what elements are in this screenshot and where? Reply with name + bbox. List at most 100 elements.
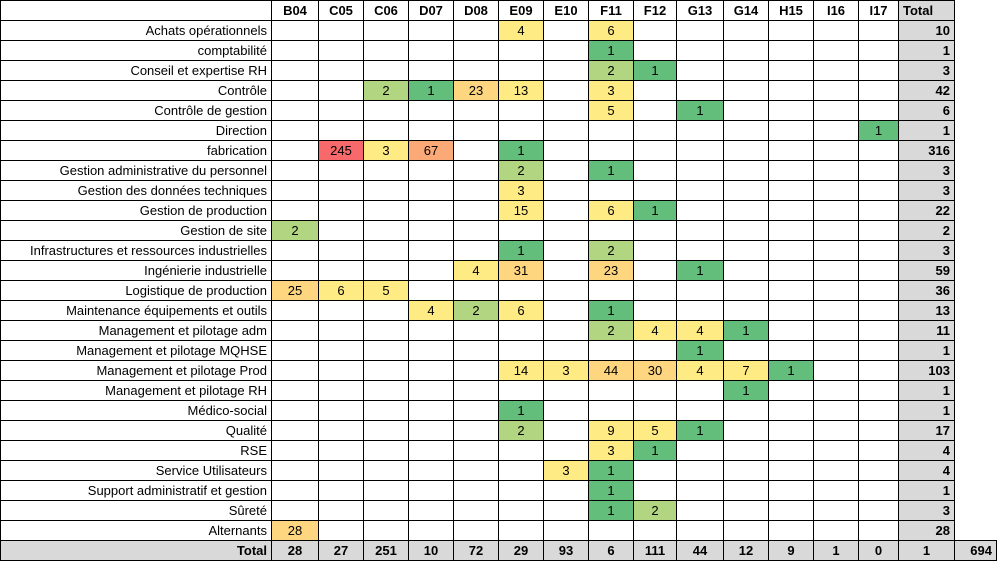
value-cell-c05[interactable] xyxy=(318,360,364,381)
value-cell-h15[interactable] xyxy=(768,120,814,141)
value-cell-d07[interactable] xyxy=(408,40,454,61)
value-cell-f12[interactable] xyxy=(633,20,677,41)
value-cell-d08[interactable] xyxy=(453,340,499,361)
row-label[interactable]: Management et pilotage Prod xyxy=(0,360,272,381)
value-cell-e09[interactable] xyxy=(498,520,544,541)
value-cell-d07[interactable] xyxy=(408,480,454,501)
value-cell-g13[interactable] xyxy=(676,240,724,261)
value-cell-c06[interactable] xyxy=(363,340,409,361)
value-cell-d08[interactable] xyxy=(453,240,499,261)
value-cell-c05[interactable] xyxy=(318,300,364,321)
value-cell-i17[interactable] xyxy=(858,300,899,321)
value-cell-c06[interactable]: 5 xyxy=(363,280,409,301)
value-cell-i16[interactable] xyxy=(813,500,859,521)
value-cell-e09[interactable] xyxy=(498,500,544,521)
value-cell-g14[interactable] xyxy=(723,20,769,41)
row-total-cell[interactable]: 4 xyxy=(898,460,955,481)
value-cell-i17[interactable] xyxy=(858,260,899,281)
value-cell-c06[interactable] xyxy=(363,160,409,181)
value-cell-g14[interactable] xyxy=(723,200,769,221)
value-cell-i17[interactable] xyxy=(858,440,899,461)
column-total-cell[interactable]: 29 xyxy=(498,540,544,561)
value-cell-e09[interactable]: 4 xyxy=(498,20,544,41)
value-cell-f12[interactable] xyxy=(633,40,677,61)
value-cell-f12[interactable] xyxy=(633,280,677,301)
corner-cell[interactable] xyxy=(0,0,272,21)
value-cell-f11[interactable]: 1 xyxy=(588,40,634,61)
value-cell-f12[interactable] xyxy=(633,460,677,481)
row-label[interactable]: Support administratif et gestion xyxy=(0,480,272,501)
value-cell-h15[interactable] xyxy=(768,520,814,541)
value-cell-g13[interactable]: 1 xyxy=(676,260,724,281)
value-cell-d07[interactable] xyxy=(408,500,454,521)
value-cell-f12[interactable] xyxy=(633,140,677,161)
value-cell-e09[interactable] xyxy=(498,480,544,501)
value-cell-b04[interactable] xyxy=(271,100,319,121)
value-cell-g14[interactable] xyxy=(723,120,769,141)
value-cell-d08[interactable] xyxy=(453,440,499,461)
value-cell-e10[interactable] xyxy=(543,160,589,181)
value-cell-c06[interactable] xyxy=(363,200,409,221)
value-cell-g13[interactable]: 4 xyxy=(676,320,724,341)
column-header-c05[interactable]: C05 xyxy=(318,0,364,21)
value-cell-f12[interactable]: 5 xyxy=(633,420,677,441)
column-total-cell[interactable]: 6 xyxy=(588,540,634,561)
value-cell-f12[interactable] xyxy=(633,400,677,421)
value-cell-i17[interactable] xyxy=(858,360,899,381)
value-cell-h15[interactable] xyxy=(768,300,814,321)
value-cell-h15[interactable] xyxy=(768,240,814,261)
value-cell-h15[interactable] xyxy=(768,140,814,161)
row-total-cell[interactable]: 1 xyxy=(898,40,955,61)
value-cell-i17[interactable] xyxy=(858,460,899,481)
value-cell-c05[interactable]: 245 xyxy=(318,140,364,161)
value-cell-d07[interactable] xyxy=(408,120,454,141)
row-total-cell[interactable]: 1 xyxy=(898,120,955,141)
value-cell-e09[interactable] xyxy=(498,280,544,301)
value-cell-d08[interactable] xyxy=(453,460,499,481)
value-cell-i17[interactable] xyxy=(858,140,899,161)
value-cell-c05[interactable] xyxy=(318,420,364,441)
value-cell-g13[interactable] xyxy=(676,120,724,141)
value-cell-f11[interactable]: 5 xyxy=(588,100,634,121)
row-total-cell[interactable]: 59 xyxy=(898,260,955,281)
value-cell-d08[interactable]: 2 xyxy=(453,300,499,321)
value-cell-f11[interactable] xyxy=(588,400,634,421)
value-cell-d08[interactable] xyxy=(453,360,499,381)
value-cell-i17[interactable] xyxy=(858,80,899,101)
value-cell-b04[interactable]: 25 xyxy=(271,280,319,301)
value-cell-f11[interactable] xyxy=(588,120,634,141)
row-total-cell[interactable]: 3 xyxy=(898,500,955,521)
value-cell-i17[interactable] xyxy=(858,20,899,41)
value-cell-c06[interactable] xyxy=(363,500,409,521)
value-cell-i16[interactable] xyxy=(813,520,859,541)
value-cell-g14[interactable] xyxy=(723,480,769,501)
value-cell-g13[interactable] xyxy=(676,480,724,501)
row-label[interactable]: Gestion des données techniques xyxy=(0,180,272,201)
value-cell-g13[interactable]: 1 xyxy=(676,420,724,441)
value-cell-c05[interactable] xyxy=(318,520,364,541)
value-cell-i16[interactable] xyxy=(813,460,859,481)
value-cell-g13[interactable]: 1 xyxy=(676,100,724,121)
value-cell-d08[interactable] xyxy=(453,40,499,61)
value-cell-f12[interactable] xyxy=(633,100,677,121)
value-cell-e10[interactable] xyxy=(543,240,589,261)
total-row-label[interactable]: Total xyxy=(0,540,272,561)
value-cell-d08[interactable] xyxy=(453,400,499,421)
value-cell-g14[interactable] xyxy=(723,520,769,541)
value-cell-i17[interactable] xyxy=(858,180,899,201)
value-cell-i17[interactable]: 1 xyxy=(858,120,899,141)
value-cell-e09[interactable]: 1 xyxy=(498,140,544,161)
value-cell-i16[interactable] xyxy=(813,300,859,321)
row-label[interactable]: Infrastructures et ressources industriel… xyxy=(0,240,272,261)
value-cell-c05[interactable]: 6 xyxy=(318,280,364,301)
value-cell-g13[interactable]: 1 xyxy=(676,340,724,361)
value-cell-h15[interactable] xyxy=(768,420,814,441)
row-label[interactable]: Management et pilotage RH xyxy=(0,380,272,401)
column-total-cell[interactable]: 251 xyxy=(363,540,409,561)
value-cell-g13[interactable] xyxy=(676,80,724,101)
value-cell-f11[interactable]: 2 xyxy=(588,240,634,261)
row-label[interactable]: Contrôle xyxy=(0,80,272,101)
value-cell-e09[interactable]: 2 xyxy=(498,420,544,441)
value-cell-f11[interactable]: 3 xyxy=(588,440,634,461)
value-cell-e09[interactable] xyxy=(498,340,544,361)
